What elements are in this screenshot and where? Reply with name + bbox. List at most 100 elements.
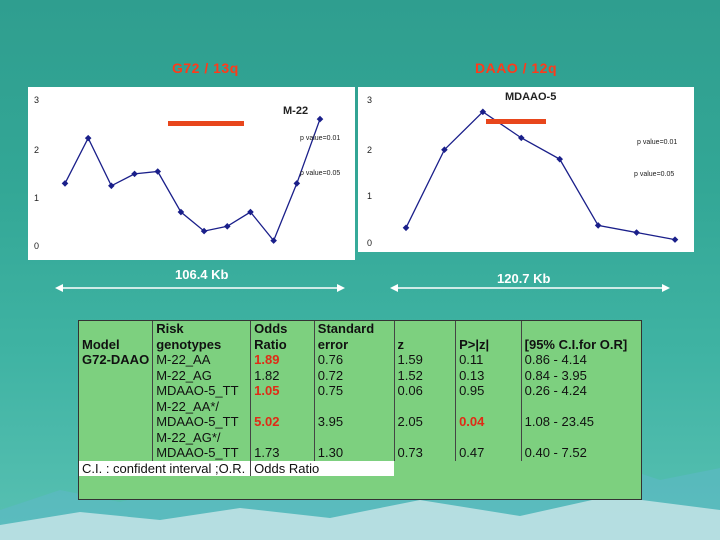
left-data-point [154,168,162,175]
ci-cell: 0.40 - 7.52 [520,429,641,461]
header-se-2: error [317,336,349,352]
ci-value: 0.40 - 7.52 [524,445,587,460]
p-cell: 0.13 [455,367,522,383]
right-pvalue-05: p value=0.05 [634,171,675,178]
ci-value: 0.26 - 4.24 [524,383,587,398]
ci-value: 1.08 - 23.45 [524,414,595,429]
left-data-point [270,237,277,244]
model-cell [79,383,153,399]
results-table: Model Risk genotypes Odds Ratio Standard er… [79,321,641,476]
risk-genotype: M-22_AA*/ [156,398,220,414]
risk-genotype: MDAAO-5_TT [156,383,239,398]
right-series-line [405,110,676,241]
ci-cell: 0.26 - 4.24 [520,383,641,399]
right-ytick-0: 0 [367,238,373,248]
z-cell: 0.06 [393,383,456,399]
left-plot-lines [61,115,324,244]
ci-cell: 0.84 - 3.95 [520,367,641,383]
z-value: 0.73 [397,445,423,460]
risk-cell: M-22_AG*/MDAAO-5_TT [152,429,251,461]
risk-genotype: M-22_AG*/ [156,429,221,445]
left-data-point [108,182,115,190]
left-ytick-2: 2 [34,145,40,155]
right-plot-lines [402,108,679,243]
table-header-row: Model Risk genotypes Odds Ratio Standard er… [79,321,641,352]
left-data-point [61,180,69,187]
risk-genotype: M-22_AG [156,367,212,383]
ci-cell: 1.08 - 23.45 [520,398,641,430]
or-cell: 1.82 [250,367,315,383]
header-ci: [95% C.I.for O.R] [524,336,628,352]
left-data-point [177,208,185,216]
se-cell: 0.76 [313,352,395,368]
right-pvalue-01: p value=0.01 [637,139,678,146]
or-cell: 1.73 [250,429,315,461]
model-cell [79,368,153,384]
or-cell: 5.02 [250,398,315,430]
p-cell: 0.04 [455,398,522,430]
risk-cell: MDAAO-5_TT [152,383,251,399]
right-plot-title: DAAO / 12q [475,60,558,76]
footer-ci-note: C.I. : confident interval ;O.R. [82,460,246,476]
z-cell: 1.52 [393,367,456,383]
left-data-point [223,223,231,230]
right-data-point [402,224,410,232]
se-value: 3.95 [317,414,344,429]
left-ytick-0: 0 [34,241,40,251]
p-cell: 0.47 [455,429,522,461]
left-data-point [131,170,138,178]
header-or-1: Odds [254,321,288,336]
header-z: z [397,336,405,352]
table-footer-row: C.I. : confident interval ;O.R. Odds Rat… [79,460,641,476]
p-cell: 0.95 [455,383,522,399]
p-value: 0.11 [459,352,484,367]
z-value: 1.52 [397,367,423,383]
model-name: G72-DAAO [82,352,150,367]
z-cell: 2.05 [393,398,456,430]
left-data-point [316,115,324,123]
right-ytick-3: 3 [367,95,373,105]
right-data-point [479,108,487,116]
right-significance-bar [486,119,546,124]
odds-ratio-value: 5.02 [254,414,280,429]
risk-genotype: MDAAO-5_TT [156,414,239,429]
left-marker-label: M-22 [283,105,309,117]
right-data-point [556,155,564,163]
right-data-point [633,229,640,236]
ci-value: 0.86 - 4.14 [524,352,587,367]
left-significance-bar [168,121,244,126]
p-value: 0.04 [459,414,485,429]
se-cell: 0.75 [313,383,395,399]
or-cell: 1.05 [250,383,315,399]
model-cell [79,399,153,430]
right-ytick-2: 2 [367,145,373,155]
p-cell: 0.11 [455,352,522,368]
mountain-backdrop [0,460,720,540]
left-data-point [247,208,254,216]
left-series-line [64,118,321,242]
table-row: G72-DAAO M-22_AA 1.89 0.76 1.59 0.11 0.86 - 4.… [79,352,641,368]
left-plot-panel [28,87,355,260]
left-pvalue-05: p value=0.05 [300,170,341,177]
right-data-point [671,236,679,243]
left-span-arrow [55,284,345,292]
results-table-container: Model Risk genotypes Odds Ratio Standard er… [78,320,642,500]
z-value: 0.06 [397,383,423,398]
left-span-label: 106.4 Kb [175,267,229,282]
right-span-arrow [390,284,670,292]
right-plot-panel [358,87,694,252]
z-cell: 0.73 [393,429,456,461]
header-risk-1: Risk [156,321,184,336]
model-cell [79,430,153,461]
ci-cell: 0.86 - 4.14 [520,352,641,368]
odds-ratio-value: 1.73 [254,445,280,460]
risk-genotype: MDAAO-5_TT [156,445,239,460]
p-value: 0.13 [459,367,485,383]
odds-ratio-value: 1.05 [254,383,280,398]
se-value: 1.30 [317,445,344,460]
p-value: 0.95 [459,383,485,398]
se-value: 0.72 [317,367,344,383]
risk-cell: M-22_AG [152,367,251,383]
right-marker-label: MDAAO-5 [505,91,557,103]
odds-ratio-value: 1.89 [254,352,280,367]
